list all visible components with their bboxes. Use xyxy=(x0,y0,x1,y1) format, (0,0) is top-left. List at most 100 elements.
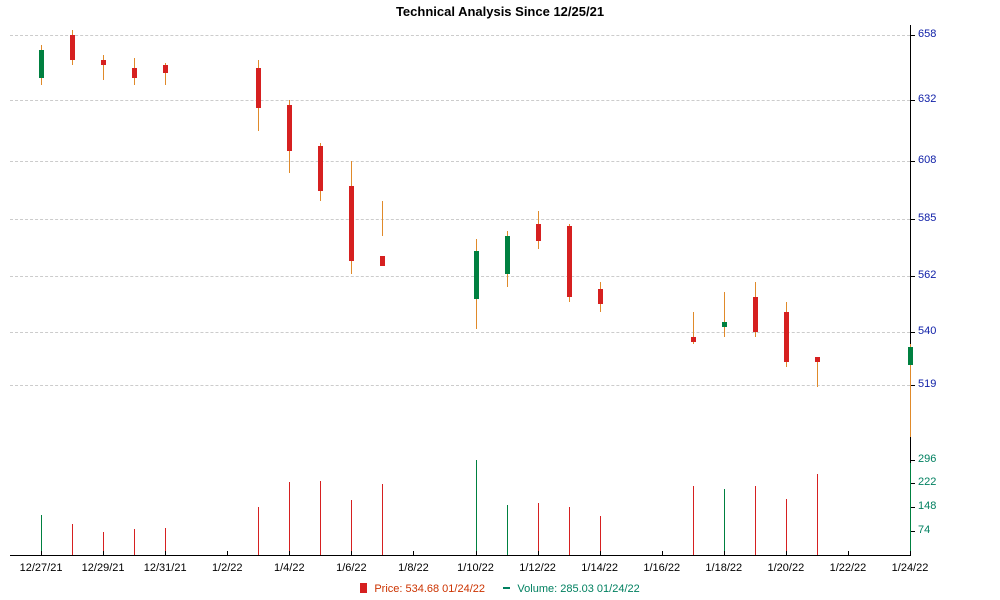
price-axis-label: 519 xyxy=(918,378,936,390)
candle-wick xyxy=(103,55,104,80)
price-axis-label: 562 xyxy=(918,269,936,281)
price-tick xyxy=(910,219,915,220)
volume-bar xyxy=(910,463,911,555)
volume-tick xyxy=(910,460,915,461)
volume-bar xyxy=(72,524,73,555)
legend-volume-text: Volume: 285.03 01/24/22 xyxy=(517,583,639,595)
x-axis-label: 1/10/22 xyxy=(457,562,494,574)
candle-body xyxy=(536,224,541,242)
candle-body xyxy=(908,347,913,365)
x-tick xyxy=(538,551,539,556)
volume-bar xyxy=(289,482,290,555)
candle-body xyxy=(598,289,603,304)
volume-bar xyxy=(817,474,818,555)
candle-body xyxy=(380,256,385,266)
volume-axis-label: 296 xyxy=(918,453,936,465)
x-axis-label: 1/6/22 xyxy=(336,562,367,574)
volume-axis-label: 148 xyxy=(918,500,936,512)
x-tick xyxy=(786,551,787,556)
price-axis-label: 632 xyxy=(918,93,936,105)
price-gridline xyxy=(10,219,910,220)
price-axis-label: 608 xyxy=(918,154,936,166)
volume-bar xyxy=(507,505,508,555)
candle-body xyxy=(287,105,292,150)
candle-body xyxy=(567,226,572,296)
x-tick xyxy=(476,551,477,556)
candle-body xyxy=(505,236,510,274)
price-tick xyxy=(910,161,915,162)
x-axis-label: 12/31/21 xyxy=(144,562,187,574)
volume-bar xyxy=(786,499,787,555)
volume-bar xyxy=(538,503,539,555)
price-gridline xyxy=(10,100,910,101)
x-axis-label: 12/27/21 xyxy=(20,562,63,574)
x-tick xyxy=(910,551,911,556)
x-axis-label: 1/14/22 xyxy=(581,562,618,574)
volume-bar xyxy=(724,489,725,555)
volume-bar xyxy=(351,500,352,555)
plot-area xyxy=(10,25,911,556)
x-axis-label: 1/24/22 xyxy=(892,562,929,574)
x-tick xyxy=(289,551,290,556)
volume-axis-label: 74 xyxy=(918,524,930,536)
x-tick xyxy=(227,551,228,556)
x-tick xyxy=(662,551,663,556)
price-tick xyxy=(910,276,915,277)
x-axis-label: 1/2/22 xyxy=(212,562,243,574)
candle-wick xyxy=(382,201,383,236)
x-tick xyxy=(413,551,414,556)
chart-root: Technical Analysis Since 12/25/21 12/27/… xyxy=(0,0,1000,600)
volume-bar xyxy=(755,486,756,555)
price-tick xyxy=(910,35,915,36)
candle-body xyxy=(132,68,137,78)
volume-bar xyxy=(134,529,135,555)
candle-body xyxy=(256,68,261,108)
x-tick xyxy=(41,551,42,556)
x-axis-label: 1/12/22 xyxy=(519,562,556,574)
price-tick xyxy=(910,100,915,101)
x-tick xyxy=(103,551,104,556)
x-axis-label: 1/18/22 xyxy=(705,562,742,574)
x-tick xyxy=(848,551,849,556)
volume-bar xyxy=(600,516,601,555)
x-tick xyxy=(351,551,352,556)
price-axis-label: 585 xyxy=(918,212,936,224)
volume-bar xyxy=(382,484,383,555)
candle-body xyxy=(474,251,479,299)
candle-wick xyxy=(724,292,725,337)
price-gridline xyxy=(10,35,910,36)
price-gridline xyxy=(10,276,910,277)
candle-body xyxy=(163,65,168,73)
x-tick xyxy=(724,551,725,556)
legend-price-text: Price: 534.68 01/24/22 xyxy=(374,583,485,595)
price-axis-label: 658 xyxy=(918,28,936,40)
volume-bar xyxy=(258,507,259,555)
price-gridline xyxy=(10,161,910,162)
volume-bar xyxy=(320,481,321,555)
x-axis-label: 1/4/22 xyxy=(274,562,305,574)
candle-body xyxy=(101,60,106,65)
price-swatch xyxy=(360,583,367,593)
legend: Price: 534.68 01/24/22 Volume: 285.03 01… xyxy=(0,583,1000,595)
volume-bar xyxy=(693,486,694,555)
volume-bar xyxy=(569,507,570,555)
candle-body xyxy=(815,357,820,362)
candle-body xyxy=(722,322,727,327)
volume-bar xyxy=(476,460,477,555)
x-axis-label: 12/29/21 xyxy=(82,562,125,574)
price-gridline xyxy=(10,385,910,386)
legend-price: Price: 534.68 01/24/22 xyxy=(360,583,488,595)
x-tick xyxy=(600,551,601,556)
chart-title: Technical Analysis Since 12/25/21 xyxy=(0,4,1000,19)
x-axis-label: 1/22/22 xyxy=(830,562,867,574)
volume-swatch xyxy=(503,587,510,589)
candle-body xyxy=(784,312,789,362)
volume-bar xyxy=(41,515,42,555)
candle-body xyxy=(691,337,696,342)
volume-axis-label: 222 xyxy=(918,476,936,488)
candle-body xyxy=(318,146,323,191)
price-axis-label: 540 xyxy=(918,325,936,337)
candle-body xyxy=(70,35,75,60)
x-axis-label: 1/8/22 xyxy=(398,562,429,574)
candle-body xyxy=(349,186,354,261)
